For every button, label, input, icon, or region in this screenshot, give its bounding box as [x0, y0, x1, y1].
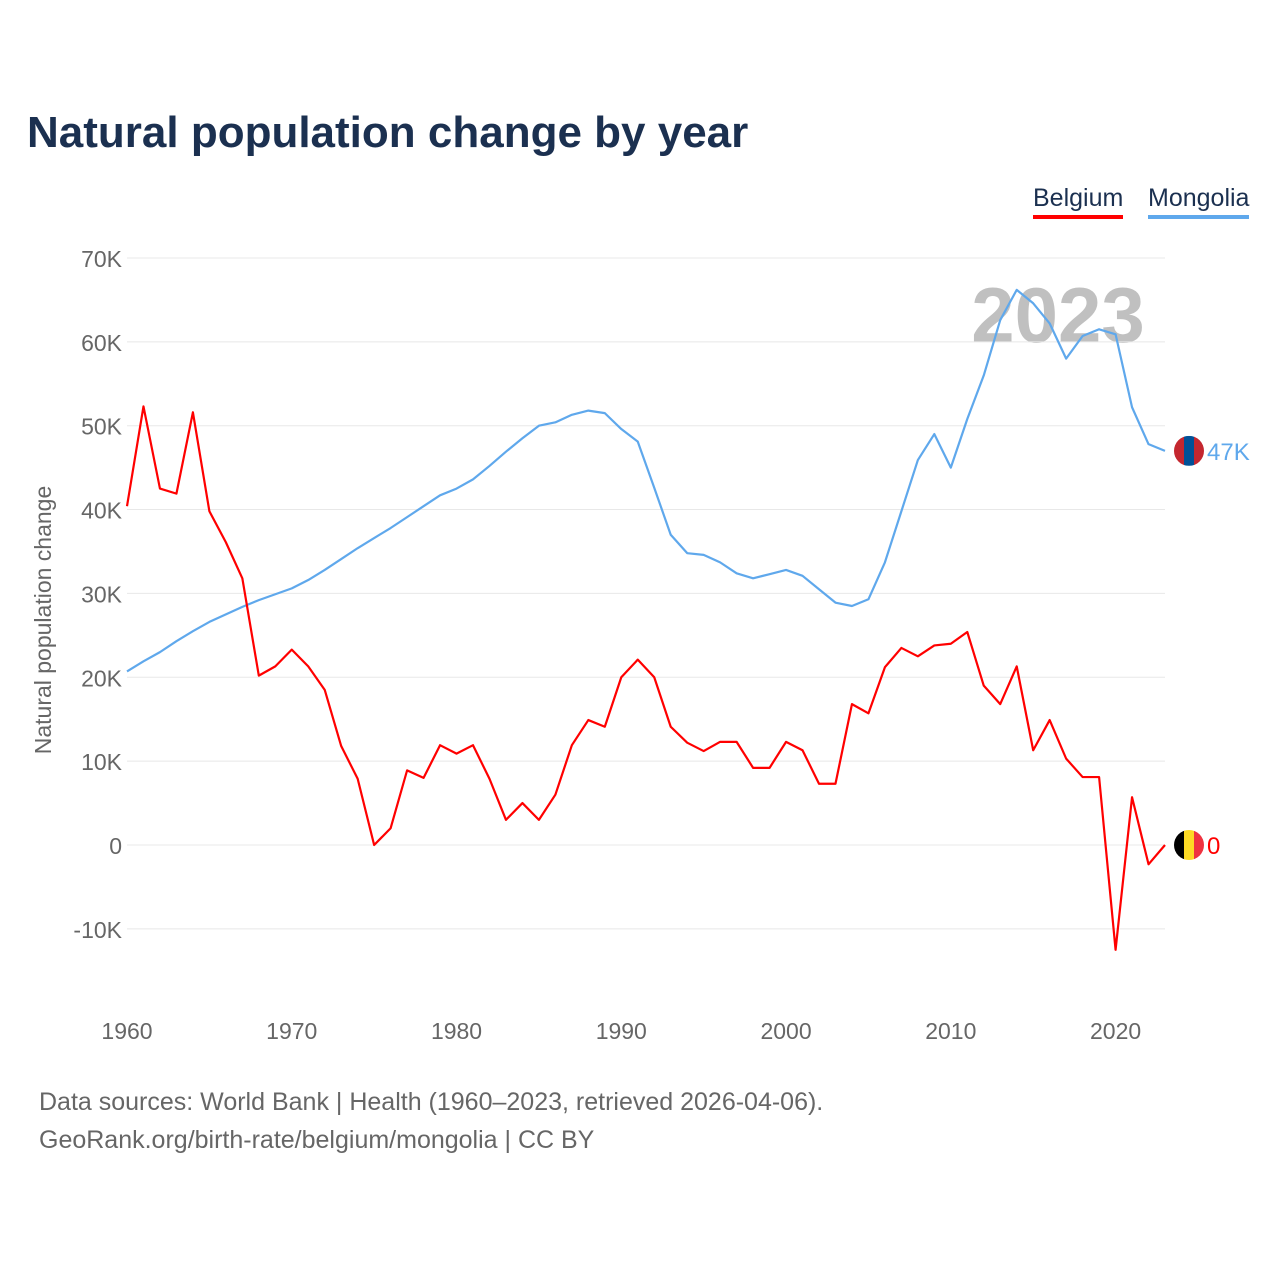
legend-belgium[interactable]: Belgium	[1033, 184, 1124, 219]
flag-belgium-icon	[1194, 830, 1204, 860]
y-tick-label: 60K	[81, 330, 123, 356]
x-tick-label: 2000	[760, 1018, 811, 1044]
flag-belgium-icon	[1174, 830, 1185, 860]
x-tick-label: 1990	[596, 1018, 647, 1044]
y-tick-label: 50K	[81, 414, 123, 440]
x-tick-label: 1980	[431, 1018, 482, 1044]
end-value-label-belgium: 0	[1207, 833, 1220, 860]
y-tick-label: 0	[109, 833, 122, 859]
year-watermark: 2023	[971, 271, 1145, 359]
x-tick-label: 1960	[101, 1018, 152, 1044]
chart-title: Natural population change by year	[27, 108, 749, 157]
y-tick-label: 20K	[81, 665, 123, 691]
flag-mongolia-icon	[1194, 435, 1204, 466]
y-tick-label: 10K	[81, 749, 123, 775]
footer-link: GeoRank.org/birth-rate/belgium/mongolia …	[39, 1126, 595, 1154]
flag-mongolia-icon	[1184, 435, 1195, 466]
x-tick-label: 1970	[266, 1018, 317, 1044]
y-axis-label: Natural population change	[30, 486, 56, 755]
flag-mongolia-icon	[1174, 435, 1185, 466]
y-tick-label: 70K	[81, 246, 123, 272]
x-tick-label: 2020	[1090, 1018, 1141, 1044]
series-line-belgium	[125, 405, 1166, 951]
end-value-label-mongolia: 47K	[1207, 439, 1250, 466]
y-tick-label: 40K	[81, 498, 123, 524]
flag-belgium-icon	[1184, 830, 1195, 860]
x-tick-label: 2010	[925, 1018, 976, 1044]
y-tick-label: 30K	[81, 581, 123, 607]
footer-sources: Data sources: World Bank | Health (1960–…	[39, 1088, 824, 1116]
legend-mongolia[interactable]: Mongolia	[1148, 184, 1250, 219]
series-line-mongolia	[126, 288, 1166, 673]
y-tick-label: -10K	[73, 917, 122, 943]
